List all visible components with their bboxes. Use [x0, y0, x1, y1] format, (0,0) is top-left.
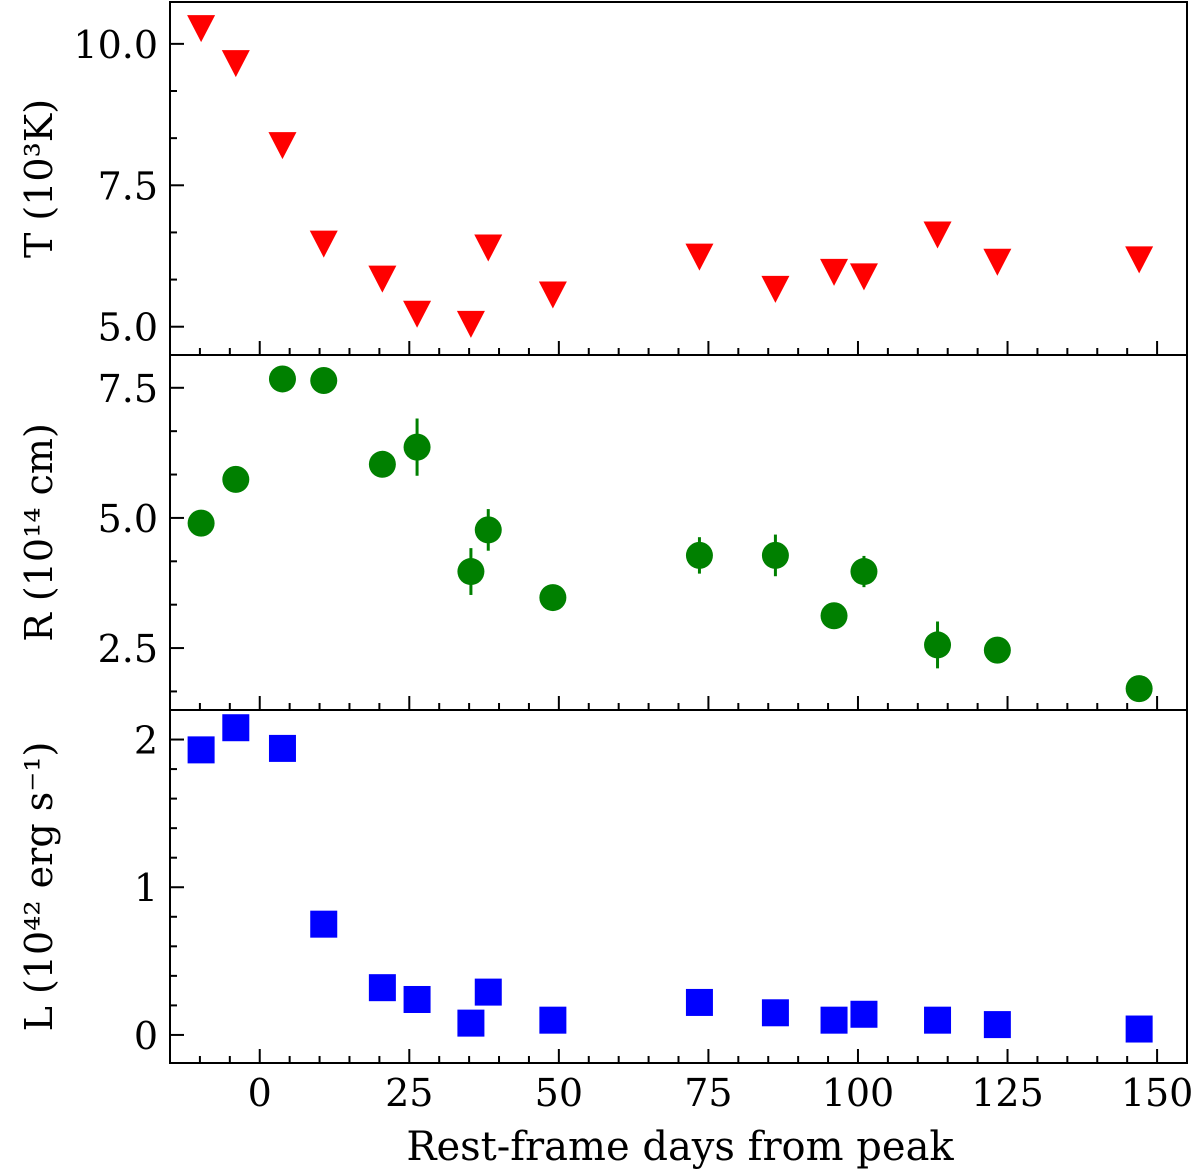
y-tick-label: 2.5	[98, 627, 158, 671]
data-point-T	[268, 132, 297, 160]
data-point-T	[403, 300, 432, 328]
data-point-R	[685, 541, 713, 569]
data-point-R	[1125, 675, 1153, 703]
data-point-L	[820, 1006, 848, 1034]
y-tick-label: 1	[134, 866, 158, 910]
data-point-R	[310, 367, 338, 395]
data-point-L	[457, 1009, 485, 1037]
x-tick-label: 75	[684, 1071, 732, 1115]
x-tick-label: 25	[385, 1071, 433, 1115]
x-tick-label: 100	[822, 1071, 895, 1115]
data-point-L	[850, 1000, 878, 1028]
data-point-T	[538, 281, 567, 309]
data-point-L	[685, 988, 713, 1016]
y-axis-label: L (10⁴² erg s⁻¹)	[17, 742, 61, 1032]
data-point-T	[309, 230, 338, 258]
y-axis-label: T (10³K)	[17, 99, 61, 258]
data-point-L	[310, 910, 338, 938]
data-point-L	[539, 1006, 567, 1034]
x-tick-label: 150	[1121, 1071, 1194, 1115]
panel-frame-L	[169, 709, 1188, 1064]
data-point-R	[222, 465, 250, 493]
y-tick-label: 10.0	[73, 23, 158, 67]
data-point-L	[268, 734, 296, 762]
data-point-R	[983, 636, 1011, 664]
data-point-L	[403, 985, 431, 1013]
x-axis-label: Rest-frame days from peak	[406, 1124, 954, 1170]
data-point-T	[983, 248, 1012, 276]
y-tick-label: 5.0	[98, 497, 158, 541]
data-point-T	[820, 258, 849, 286]
data-point-R	[850, 558, 878, 586]
data-point-T	[923, 221, 952, 249]
data-point-R	[403, 433, 431, 461]
data-point-R	[539, 584, 567, 612]
x-tick-label: 125	[971, 1071, 1044, 1115]
data-point-T	[849, 263, 878, 291]
data-point-R	[457, 558, 485, 586]
data-point-T	[685, 243, 714, 271]
data-point-L	[1125, 1015, 1153, 1043]
data-point-T	[368, 265, 397, 293]
data-point-R	[924, 631, 952, 659]
panel-frame-T	[169, 1, 1188, 356]
data-point-T	[761, 275, 790, 303]
panel-frame-R	[169, 354, 1188, 711]
y-tick-label: 0	[134, 1014, 158, 1058]
data-point-T	[187, 15, 216, 43]
y-tick-label: 2	[134, 719, 158, 763]
data-point-L	[474, 978, 502, 1006]
x-tick-label: 0	[248, 1071, 272, 1115]
data-point-R	[268, 365, 296, 393]
data-point-L	[924, 1006, 952, 1034]
data-point-R	[368, 450, 396, 478]
data-point-T	[456, 310, 485, 338]
data-point-R	[820, 602, 848, 630]
data-point-L	[368, 974, 396, 1002]
y-axis-label: R (10¹⁴ cm)	[17, 423, 61, 642]
y-tick-label: 5.0	[98, 306, 158, 350]
data-point-R	[187, 509, 215, 537]
data-point-L	[983, 1011, 1011, 1039]
data-point-L	[222, 714, 250, 742]
data-point-R	[761, 541, 789, 569]
data-point-L	[761, 999, 789, 1027]
data-point-L	[187, 736, 215, 764]
data-point-T	[221, 50, 250, 78]
y-tick-label: 7.5	[98, 164, 158, 208]
data-point-R	[474, 516, 502, 544]
data-point-T	[474, 234, 503, 262]
y-tick-label: 7.5	[98, 367, 158, 411]
x-tick-label: 50	[535, 1071, 583, 1115]
data-point-T	[1125, 246, 1154, 274]
